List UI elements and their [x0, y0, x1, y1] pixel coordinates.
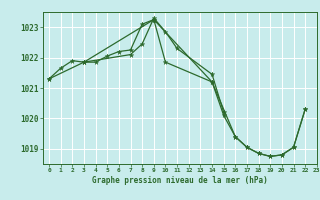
X-axis label: Graphe pression niveau de la mer (hPa): Graphe pression niveau de la mer (hPa)	[92, 176, 268, 185]
